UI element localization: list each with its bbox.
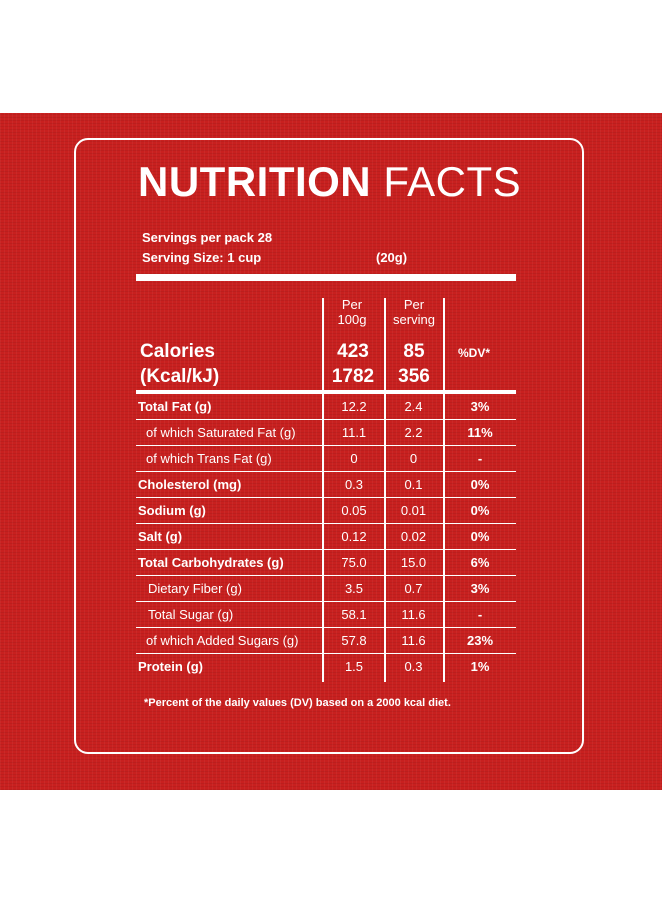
value-dv: 1% — [470, 659, 490, 674]
value-dv: 0% — [470, 529, 490, 544]
value-per-serving: 2.4 — [404, 399, 423, 414]
table-row: Cholesterol (mg) 0.3 0.1 0% — [136, 472, 516, 498]
value-dv: 23% — [466, 633, 494, 648]
calories-kj-per-serving: 356 — [398, 366, 430, 387]
value-per-serving: 11.6 — [401, 633, 426, 648]
calories-label: Calories (Kcal/kJ) — [140, 339, 219, 389]
column-header-per-serving-line2: serving — [393, 312, 435, 327]
nutrition-facts-panel: NUTRITION FACTS Servings per pack 28 Ser… — [74, 138, 584, 754]
value-per-100g: 3.5 — [344, 581, 364, 596]
nutrient-label: Sodium (g) — [138, 503, 206, 518]
thick-divider — [136, 274, 516, 281]
table-row: of which Saturated Fat (g) 11.1 2.2 11% — [136, 420, 516, 446]
nutrient-label: Protein (g) — [138, 659, 203, 674]
title-facts: FACTS — [383, 158, 522, 205]
value-per-serving: 0.3 — [404, 659, 423, 674]
table-row: Total Fat (g) 12.2 2.4 3% — [136, 394, 516, 420]
column-header-per-100g-line2: 100g — [337, 312, 367, 327]
table-row: Salt (g) 0.12 0.02 0% — [136, 524, 516, 550]
value-dv: 3% — [470, 581, 490, 596]
value-dv: - — [477, 607, 483, 622]
value-per-100g: 57.8 — [341, 633, 367, 648]
value-per-100g: 0.12 — [341, 529, 367, 544]
value-per-100g: 0.3 — [344, 477, 364, 492]
serving-size-label: Serving Size: 1 cup — [142, 250, 262, 265]
nutrient-label: of which Saturated Fat (g) — [146, 425, 296, 440]
value-dv: 11% — [467, 425, 493, 440]
calories-kj-per-100g: 1782 — [331, 366, 375, 387]
title-nutrition: NUTRITION — [138, 158, 372, 205]
nutrient-table: Total Fat (g) 12.2 2.4 3% of which Satur… — [136, 394, 516, 680]
panel-title: NUTRITION FACTS — [138, 154, 538, 210]
table-row: Total Carbohydrates (g) 75.0 15.0 6% — [136, 550, 516, 576]
value-dv: 3% — [470, 399, 490, 414]
calories-kcal-per-100g: 423 — [337, 341, 369, 362]
nutrient-label: of which Trans Fat (g) — [146, 451, 272, 466]
value-dv: 0% — [470, 503, 490, 518]
calories-divider — [136, 390, 516, 394]
nutrient-label: Total Carbohydrates (g) — [138, 555, 284, 570]
value-per-serving: 11.6 — [401, 607, 426, 622]
column-divider — [322, 298, 324, 682]
column-header-dv: %DV* — [458, 346, 491, 360]
nutrient-label: Cholesterol (mg) — [138, 477, 242, 492]
value-dv: 6% — [470, 555, 490, 570]
table-row: Sodium (g) 0.05 0.01 0% — [136, 498, 516, 524]
nutrient-label: Dietary Fiber (g) — [148, 581, 242, 596]
value-dv: 0% — [470, 477, 490, 492]
column-header-per-serving-line1: Per — [403, 297, 425, 312]
table-row: Protein (g) 1.5 0.3 1% — [136, 654, 516, 680]
value-per-serving: 0.7 — [404, 581, 423, 596]
value-per-100g: 75.0 — [341, 555, 367, 570]
value-per-100g: 0.05 — [341, 503, 367, 518]
column-header-per-serving: Per serving — [384, 297, 444, 327]
package-background — [0, 113, 662, 790]
calories-kcal-per-serving: 85 — [403, 341, 425, 362]
column-header-per-100g: Per 100g — [320, 297, 384, 327]
value-per-serving: 0.02 — [400, 529, 427, 544]
value-per-100g: 11.1 — [341, 425, 367, 440]
nutrient-label: Salt (g) — [138, 529, 183, 544]
value-per-100g: 1.5 — [344, 659, 364, 674]
nutrient-label: Total Sugar (g) — [148, 607, 234, 622]
serving-size: Serving Size: 1 cup (20g) — [142, 250, 407, 265]
table-row: Total Sugar (g) 58.1 11.6 - — [136, 602, 516, 628]
nutrient-label: of which Added Sugars (g) — [146, 633, 299, 648]
servings-per-pack: Servings per pack 28 — [142, 230, 273, 245]
dv-footnote: *Percent of the daily values (DV) based … — [144, 697, 451, 709]
value-per-serving: 0 — [409, 451, 418, 466]
table-row: of which Trans Fat (g) 0 0 - — [136, 446, 516, 472]
value-per-100g: 12.2 — [341, 399, 367, 414]
nutrient-label: Total Fat (g) — [138, 399, 212, 414]
column-header-per-100g-line1: Per — [341, 297, 363, 312]
value-per-100g: 58.1 — [341, 607, 367, 622]
value-per-serving: 0.1 — [404, 477, 423, 492]
column-divider — [443, 298, 445, 682]
table-row: of which Added Sugars (g) 57.8 11.6 23% — [136, 628, 516, 654]
value-dv: - — [477, 451, 483, 466]
value-per-serving: 2.2 — [404, 425, 423, 440]
serving-size-grams: (20g) — [376, 250, 408, 265]
value-per-100g: 0 — [350, 451, 358, 466]
column-divider — [384, 298, 386, 682]
value-per-serving: 15.0 — [400, 555, 427, 570]
value-per-serving: 0.01 — [400, 503, 427, 518]
table-row: Dietary Fiber (g) 3.5 0.7 3% — [136, 576, 516, 602]
calories-label-line1: Calories — [140, 341, 215, 362]
calories-label-line2: (Kcal/kJ) — [140, 366, 220, 387]
